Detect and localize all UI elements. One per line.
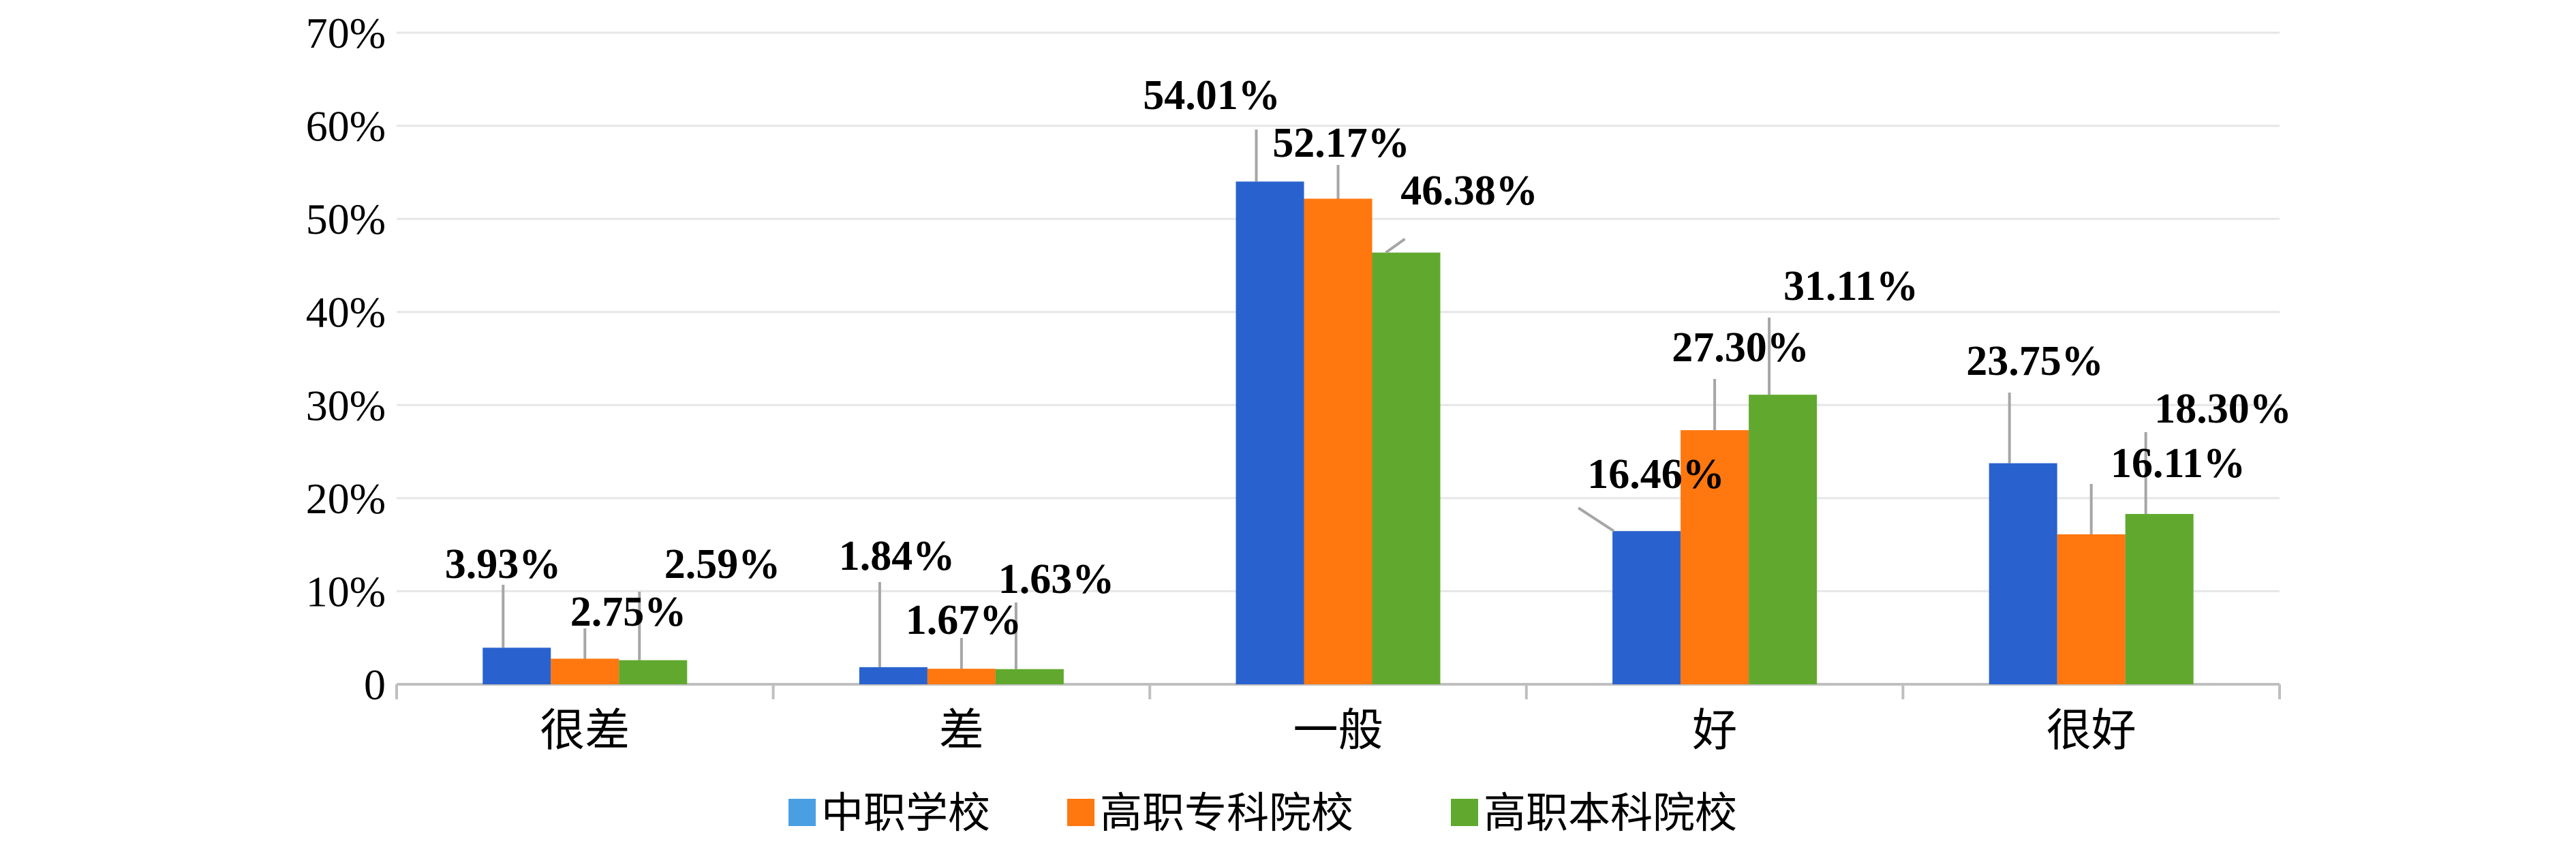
legend-item: 高职本科院校 xyxy=(1451,791,1737,837)
legend-item: 高职专科院校 xyxy=(1067,791,1353,837)
legend-label: 高职专科院校 xyxy=(1100,791,1353,837)
y-tick-label: 20% xyxy=(306,474,386,523)
y-tick-label: 70% xyxy=(306,9,386,57)
bar xyxy=(619,660,688,684)
data-label: 2.59% xyxy=(664,541,781,588)
x-tick-label: 一般 xyxy=(1293,706,1383,756)
data-label: 54.01% xyxy=(1143,72,1281,119)
legend-swatch xyxy=(1451,799,1478,826)
bar xyxy=(1372,252,1441,684)
bar xyxy=(551,658,619,684)
label-leader xyxy=(1385,237,1406,254)
data-label: 31.11% xyxy=(1783,263,1918,309)
bar xyxy=(1304,198,1373,685)
bar xyxy=(1749,395,1818,684)
data-label: 2.75% xyxy=(570,589,687,635)
y-tick-label: 60% xyxy=(306,102,386,151)
label-leaders xyxy=(502,129,2147,669)
legend-label: 中职学校 xyxy=(821,791,990,837)
legend-label: 高职本科院校 xyxy=(1484,791,1737,837)
data-label: 18.30% xyxy=(2154,386,2292,432)
bar xyxy=(859,667,927,684)
bar xyxy=(1236,181,1304,685)
bar xyxy=(1612,531,1681,684)
data-label: 52.17% xyxy=(1272,120,1410,166)
axes: 0 10% 20% 30% 40% 50% 60% 70% 很差 差 一般 好 很好 xyxy=(306,9,2281,756)
bar xyxy=(1989,463,2057,684)
data-labels: 3.93%2.75%2.59% 1.84% 1.67%1.63% 54.01%52.1… xyxy=(445,72,2292,643)
x-tick-label: 很差 xyxy=(540,706,630,756)
x-tick-label: 很好 xyxy=(2046,706,2136,756)
bars xyxy=(482,181,2194,685)
y-tick-label: 50% xyxy=(306,195,386,243)
data-label: 3.93% xyxy=(445,541,562,588)
y-tick-label: 10% xyxy=(306,567,386,615)
y-tick-label: 30% xyxy=(306,381,386,429)
data-label: 23.75% xyxy=(1966,338,2104,384)
data-label: 46.38% xyxy=(1400,168,1538,214)
y-tick-label: 0 xyxy=(364,660,386,709)
label-leader xyxy=(1578,506,1615,532)
y-tick-label: 40% xyxy=(306,288,386,337)
bar xyxy=(2057,534,2126,684)
data-label: 27.30% xyxy=(1672,324,1809,371)
legend: 中职学校 高职专科院校 高职本科院校 xyxy=(788,791,1737,837)
data-label: 1.67% xyxy=(906,597,1022,643)
bar xyxy=(2125,514,2194,684)
data-label: 16.46% xyxy=(1587,451,1725,498)
data-label: 16.11% xyxy=(2111,440,2245,487)
x-tick-label: 好 xyxy=(1692,706,1737,756)
bar xyxy=(1681,430,1749,684)
bar xyxy=(482,647,551,684)
legend-swatch xyxy=(788,799,816,826)
data-label: 1.84% xyxy=(839,533,955,579)
bar xyxy=(995,669,1064,684)
legend-swatch xyxy=(1067,799,1094,826)
data-label: 1.63% xyxy=(998,556,1115,603)
legend-item: 中职学校 xyxy=(788,791,990,837)
x-tick-label: 差 xyxy=(939,706,984,756)
bar xyxy=(927,669,996,684)
